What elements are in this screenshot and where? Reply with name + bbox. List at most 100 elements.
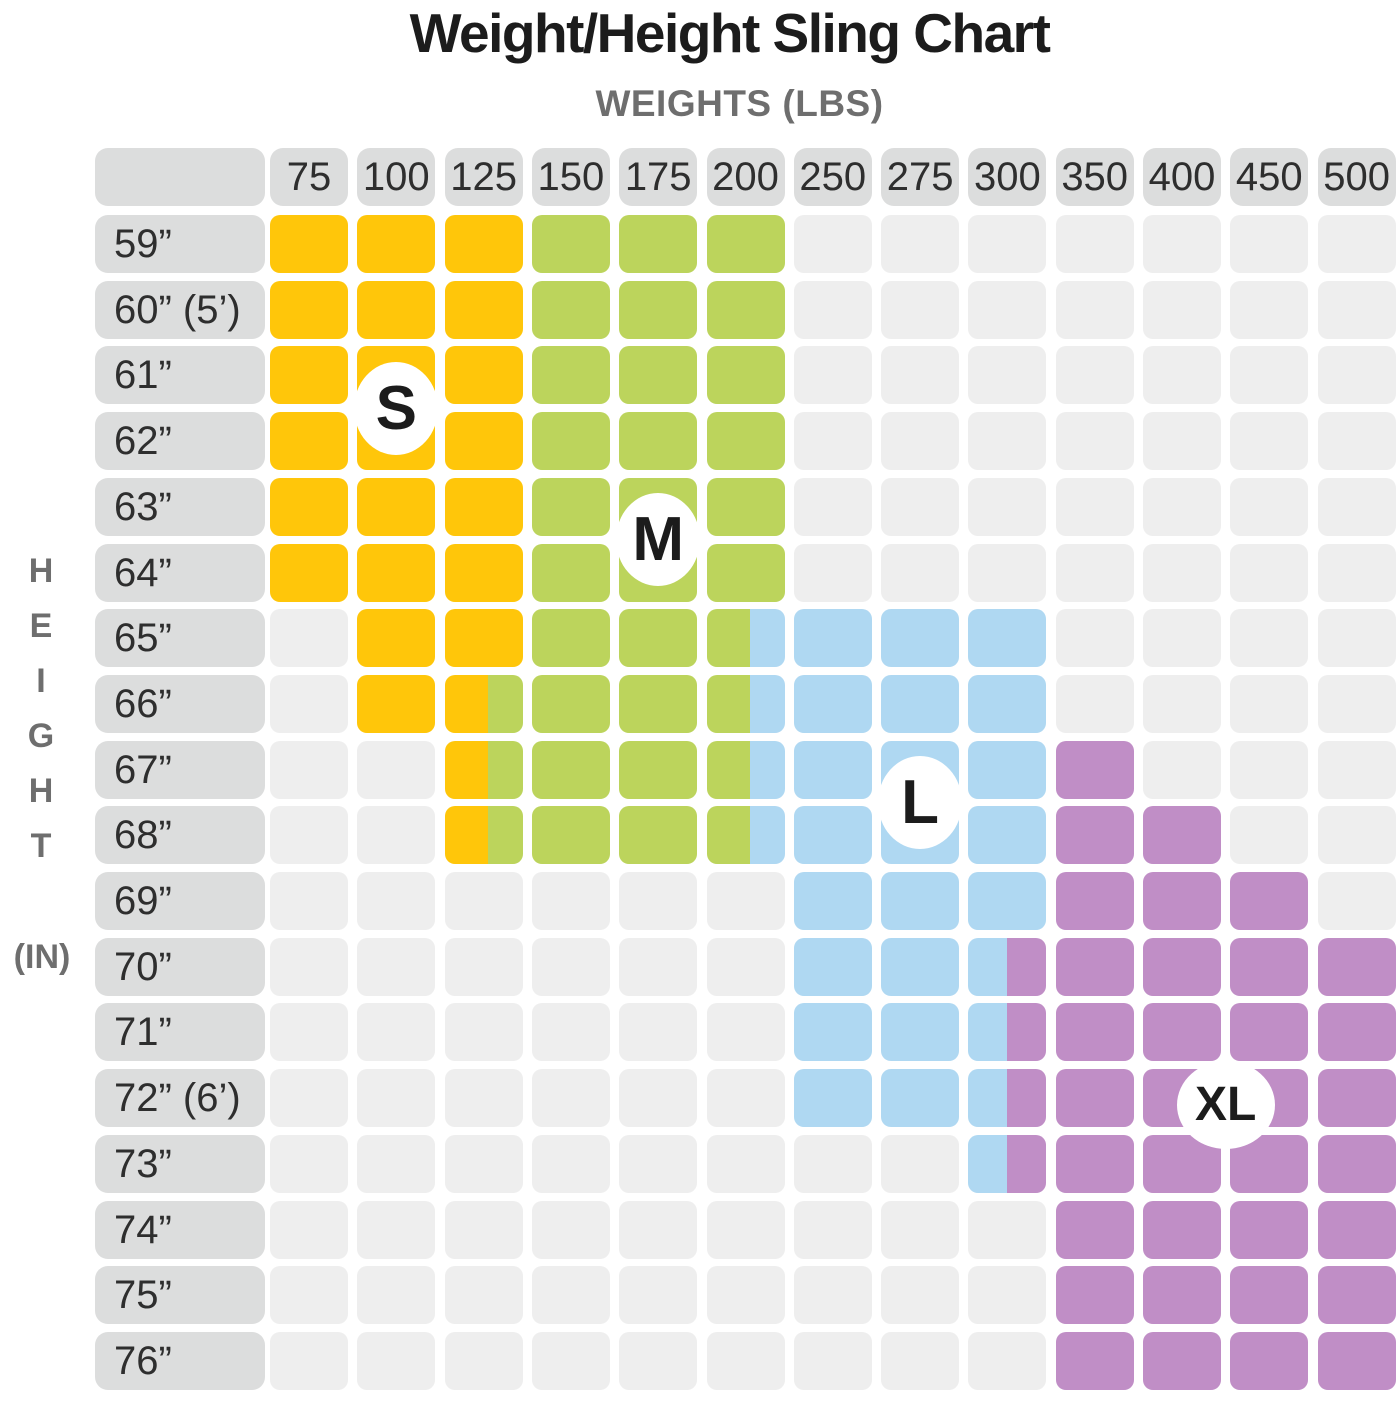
- grid-cell-65-175-M: [619, 609, 698, 668]
- grid-cell-65-275-L: [881, 609, 960, 668]
- grid-cell-69-450-XL: [1230, 872, 1309, 930]
- grid-cell-726-350-XL: [1055, 1069, 1134, 1128]
- grid-cell-65-125-S: [444, 609, 523, 668]
- grid-cell-74-200-empty: [706, 1200, 785, 1259]
- grid-cell-64-300-empty: [968, 543, 1047, 602]
- size-marker-xl: XL: [1176, 1060, 1275, 1149]
- grid-cell-70-175-empty: [619, 937, 698, 996]
- column-header-400: 400: [1143, 148, 1221, 206]
- row-header-64: 64”: [95, 543, 265, 602]
- grid-cell-68-450-empty: [1230, 806, 1309, 865]
- grid-cell-75-350-XL: [1055, 1266, 1134, 1325]
- row-header-69: 69”: [95, 872, 265, 930]
- grid-cell-70-150-empty: [531, 937, 610, 996]
- grid-cell-605-300-empty: [968, 280, 1047, 339]
- grid-cell-66-125-S-M: [444, 674, 523, 733]
- grid-cell-64-450-empty: [1230, 543, 1309, 602]
- column-header-175: 175: [619, 148, 698, 206]
- grid-cell-59-125-S: [444, 215, 523, 273]
- grid-cell-70-250-L: [793, 937, 872, 996]
- grid-cell-74-125-empty: [444, 1200, 523, 1259]
- grid-cell-62-275-empty: [881, 412, 960, 471]
- chart-title: Weight/Height Sling Chart: [409, 2, 1051, 64]
- grid-cell-66-300-L: [968, 674, 1047, 733]
- grid-cell-76-125-empty: [444, 1331, 523, 1390]
- grid-cell-68-500-empty: [1317, 806, 1396, 865]
- grid-cell-75-125-empty: [444, 1266, 523, 1325]
- grid-cell-61-75-S: [270, 346, 348, 405]
- grid-cell-75-150-empty: [531, 1266, 610, 1325]
- row-header-62: 62”: [95, 412, 265, 471]
- column-header-450: 450: [1230, 148, 1309, 206]
- grid-cell-67-200-M-L: [706, 740, 785, 799]
- column-header-500: 500: [1317, 148, 1396, 206]
- grid-cell-62-450-empty: [1230, 412, 1309, 471]
- grid-cell-71-450-XL: [1230, 1003, 1309, 1062]
- grid-cell-64-350-empty: [1055, 543, 1134, 602]
- grid-cell-69-275-L: [881, 872, 960, 930]
- grid-cell-59-500-empty: [1317, 215, 1396, 273]
- grid-cell-74-250-empty: [793, 1200, 872, 1259]
- row-header-72: 72” (6’): [95, 1069, 265, 1128]
- row-header-76: 76”: [95, 1331, 265, 1390]
- grid-cell-66-250-L: [793, 674, 872, 733]
- x-axis-title: WEIGHTS (LBS): [595, 83, 884, 124]
- grid-cell-59-300-empty: [968, 215, 1047, 273]
- grid-cell-69-250-L: [793, 872, 872, 930]
- grid-cell-605-450-empty: [1230, 280, 1309, 339]
- grid-cell-61-450-empty: [1230, 346, 1309, 405]
- grid-cell-71-350-XL: [1055, 1003, 1134, 1062]
- row-header-68: 68”: [95, 806, 265, 865]
- grid-cell-67-150-M: [531, 740, 610, 799]
- grid-cell-62-150-M: [531, 412, 610, 471]
- grid-cell-59-350-empty: [1055, 215, 1134, 273]
- grid-cell-67-175-M: [619, 740, 698, 799]
- grid-cell-73-350-XL: [1055, 1134, 1134, 1193]
- grid-cell-71-250-L: [793, 1003, 872, 1062]
- grid-cell-62-350-empty: [1055, 412, 1134, 471]
- grid-cell-75-275-empty: [881, 1266, 960, 1325]
- grid-cell-68-200-M-L: [706, 806, 785, 865]
- grid-cell-61-125-S: [444, 346, 523, 405]
- grid-cell-605-350-empty: [1055, 280, 1134, 339]
- row-header-71: 71”: [95, 1003, 265, 1062]
- grid-cell-726-100-empty: [357, 1069, 436, 1128]
- grid-cell-68-75-empty: [270, 806, 348, 865]
- row-header-59: 59”: [95, 215, 265, 273]
- grid-cell-605-150-M: [531, 280, 610, 339]
- grid-cell-70-450-XL: [1230, 937, 1309, 996]
- grid-cell-605-200-M: [706, 280, 785, 339]
- grid-cell-64-200-M: [706, 543, 785, 602]
- row-header-75: 75”: [95, 1266, 265, 1325]
- grid-cell-68-250-L: [793, 806, 872, 865]
- grid-cell-65-400-empty: [1143, 609, 1221, 668]
- grid-cell-75-75-empty: [270, 1266, 348, 1325]
- y-axis-letter: G: [27, 717, 55, 755]
- row-header-67: 67”: [95, 740, 265, 799]
- row-header-66: 66”: [95, 674, 265, 733]
- grid-cell-68-125-S-M: [444, 806, 523, 865]
- grid-cell-71-150-empty: [531, 1003, 610, 1062]
- grid-cell-605-250-empty: [793, 280, 872, 339]
- grid-cell-70-100-empty: [357, 937, 436, 996]
- grid-cell-70-275-L: [881, 937, 960, 996]
- grid-cell-59-250-empty: [793, 215, 872, 273]
- grid-cell-70-200-empty: [706, 937, 785, 996]
- grid-cell-65-200-M-L: [706, 609, 785, 668]
- grid-cell-67-400-empty: [1143, 740, 1221, 799]
- grid-cell-726-200-empty: [706, 1069, 785, 1128]
- grid-cell-74-175-empty: [619, 1200, 698, 1259]
- grid-cell-73-500-XL: [1317, 1134, 1396, 1193]
- grid-cell-605-400-empty: [1143, 280, 1221, 339]
- grid-cell-61-350-empty: [1055, 346, 1134, 405]
- grid-cell-76-100-empty: [357, 1331, 436, 1390]
- grid-cell-65-350-empty: [1055, 609, 1134, 668]
- grid-cell-70-400-XL: [1143, 937, 1221, 996]
- y-axis-letter: E: [29, 607, 53, 645]
- column-header-300: 300: [968, 148, 1047, 206]
- grid-cell-73-150-empty: [531, 1134, 610, 1193]
- grid-cell-66-175-M: [619, 674, 698, 733]
- grid-cell-65-150-M: [531, 609, 610, 668]
- grid-cell-63-200-M: [706, 477, 785, 536]
- grid-cell-71-300-L-XL: [968, 1003, 1047, 1062]
